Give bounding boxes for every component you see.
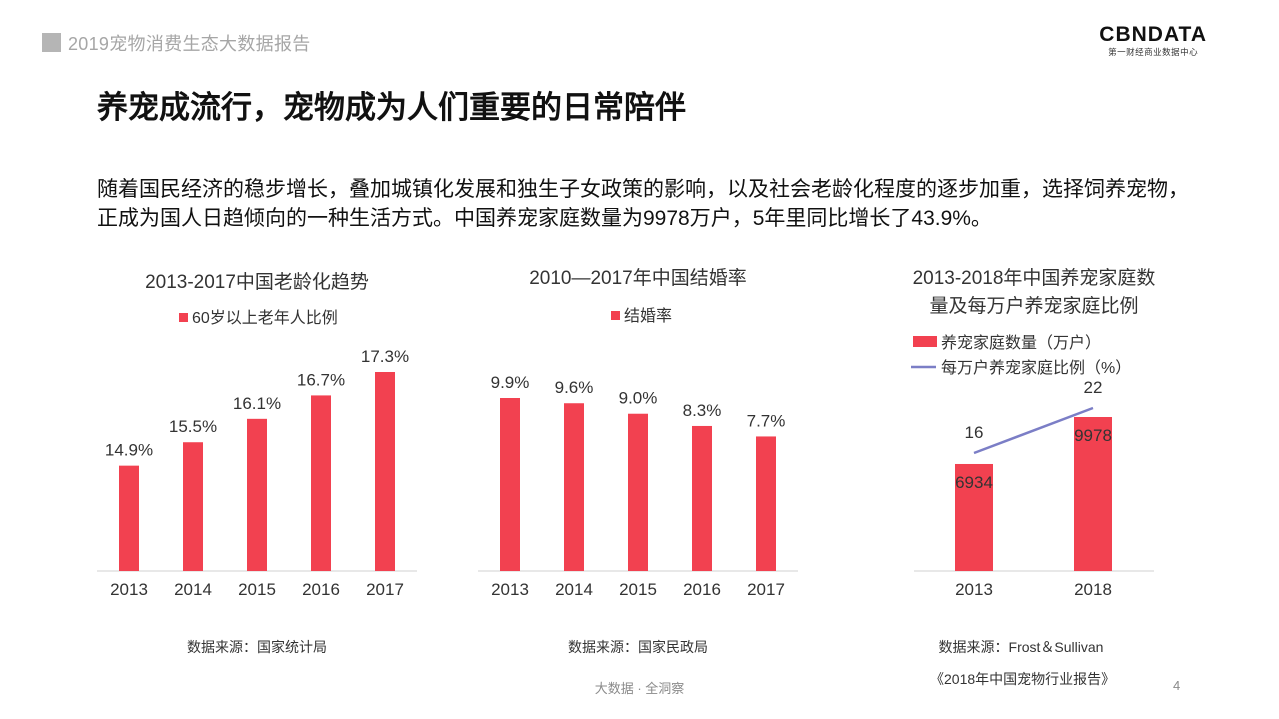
source-report-name: 《2018年中国宠物行业报告》: [930, 671, 1116, 687]
chart-aging-bar: [247, 418, 267, 571]
chart-marriage-x-tick: 2013: [491, 580, 529, 599]
chart-marriage-data-label: 9.0%: [619, 389, 658, 408]
chart-pet-line: [973, 406, 1094, 455]
page-number: 4: [1173, 678, 1181, 693]
chart-marriage-x-tick: 2015: [619, 580, 657, 599]
chart-marriage-data-label: 9.6%: [555, 378, 594, 397]
logo-sub-text: 第一财经商业数据中心: [1108, 47, 1199, 57]
chart-pet-x-tick: 2013: [955, 580, 993, 599]
header-marker: [42, 33, 61, 52]
chart-marriage-data-label: 9.9%: [491, 373, 530, 392]
intro-paragraph: 随着国民经济的稳步增长，叠加城镇化发展和独生子女政策的影响，以及社会老龄化程度的…: [97, 178, 1189, 230]
chart-aging-legend-label: 60岁以上老年人比例: [192, 309, 338, 327]
chart-pet-source: 数据来源：Frost＆Sullivan: [939, 639, 1104, 655]
chart-marriage-bar: [692, 425, 712, 571]
report-title: 2019宠物消费生态大数据报告: [68, 34, 311, 54]
chart-aging-x-tick: 2015: [238, 580, 276, 599]
chart-marriage-bar: [628, 413, 648, 571]
chart-pet-bar: [1074, 417, 1112, 571]
footer-slogan: 大数据 · 全洞察: [594, 681, 685, 696]
chart-aging-legend-swatch: [179, 313, 188, 322]
chart-aging-bar: [311, 395, 331, 571]
chart-pet-line-label: 22: [1084, 378, 1103, 397]
chart-aging-data-label: 15.5%: [169, 417, 217, 436]
chart-pet-title-line2: 量及每万户养宠家庭比例: [929, 295, 1138, 317]
chart-aging-source: 数据来源：国家统计局: [187, 639, 327, 655]
chart-marriage: 2010—2017年中国结婚率 结婚率 9.9% 2013 9.6% 2014 9.0%…: [478, 267, 798, 599]
chart-marriage-x-tick: 2017: [747, 580, 785, 599]
chart-pet-line-label: 16: [965, 423, 984, 442]
chart-aging-x-tick: 2014: [174, 580, 212, 599]
chart-aging-bar: [183, 442, 203, 571]
chart-pet-x-tick: 2018: [1074, 580, 1112, 599]
chart-aging-title: 2013-2017中国老龄化趋势: [145, 271, 369, 293]
chart-marriage-x-tick: 2016: [683, 580, 721, 599]
chart-aging-bar: [119, 465, 139, 571]
chart-marriage-legend-label: 结婚率: [624, 307, 672, 325]
chart-pet-title-line1: 2013-2018年中国养宠家庭数: [913, 267, 1156, 289]
chart-aging-data-label: 16.1%: [233, 394, 281, 413]
chart-marriage-bar: [500, 398, 520, 571]
chart-marriage-legend-swatch: [611, 311, 620, 320]
chart-aging-data-label: 14.9%: [105, 441, 153, 460]
chart-pet-bar-label: 9978: [1074, 426, 1112, 445]
chart-pet-legend-bar-label: 养宠家庭数量（万户）: [941, 334, 1101, 352]
chart-pet-bar: [955, 463, 993, 571]
page-title: 养宠成流行，宠物成为人们重要的日常陪伴: [97, 90, 686, 125]
chart-aging-bar: [375, 372, 395, 571]
logo-main-text: CBNDATA: [1099, 23, 1207, 46]
chart-marriage-source: 数据来源：国家民政局: [568, 639, 708, 655]
chart-pet-legend-bar-swatch: [913, 336, 937, 347]
chart-marriage-x-tick: 2014: [555, 580, 593, 599]
chart-pet-households: 2013-2018年中国养宠家庭数 量及每万户养宠家庭比例 养宠家庭数量（万户）…: [911, 267, 1155, 599]
chart-marriage-bar: [756, 436, 776, 571]
chart-marriage-title: 2010—2017年中国结婚率: [529, 267, 747, 289]
chart-pet-bar-label: 6934: [955, 473, 993, 492]
chart-aging: 2013-2017中国老龄化趋势 60岁以上老年人比例 14.9% 2013 15.…: [97, 271, 417, 599]
chart-aging-x-tick: 2016: [302, 580, 340, 599]
chart-aging-data-label: 17.3%: [361, 347, 409, 366]
chart-aging-x-tick: 2017: [366, 580, 404, 599]
chart-pet-legend-line-label: 每万户养宠家庭比例（%）: [941, 359, 1131, 377]
chart-marriage-data-label: 8.3%: [683, 401, 722, 420]
chart-marriage-data-label: 7.7%: [747, 411, 786, 430]
chart-aging-x-tick: 2013: [110, 580, 148, 599]
chart-marriage-bar: [564, 403, 584, 571]
chart-aging-data-label: 16.7%: [297, 370, 345, 389]
cbndata-logo: CBNDATA 第一财经商业数据中心: [1099, 24, 1207, 58]
